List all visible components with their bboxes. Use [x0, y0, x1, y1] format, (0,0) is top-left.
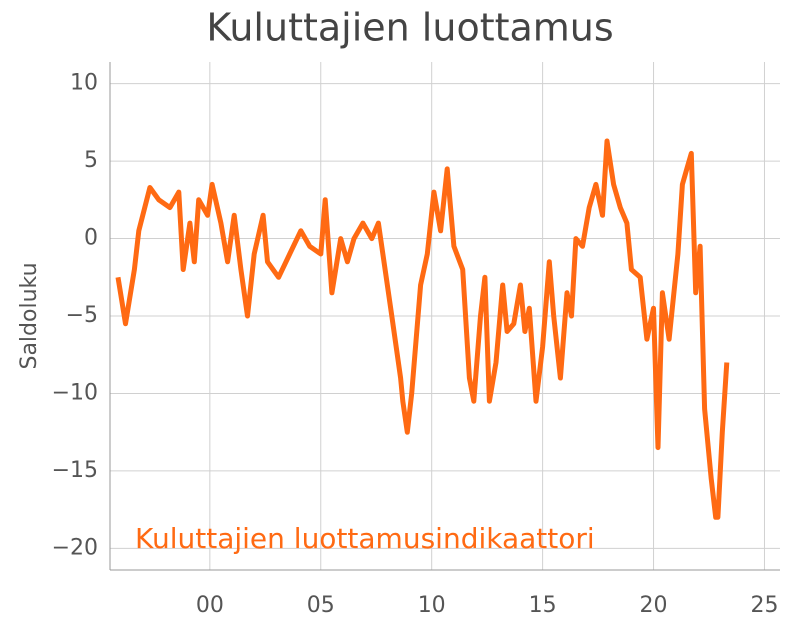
x-tick-label: 10 [418, 593, 446, 618]
y-tick-label: 5 [84, 148, 98, 173]
line-series [115, 138, 730, 520]
y-tick-label: −15 [52, 458, 98, 483]
y-tick-label: −10 [52, 380, 98, 405]
chart-title: Kuluttajien luottamus [206, 6, 613, 50]
x-tick-label: 20 [640, 593, 668, 618]
x-tick-label: 00 [196, 593, 224, 618]
x-tick-label: 25 [750, 593, 778, 618]
y-tick-label: 10 [70, 71, 98, 96]
x-tick-label: 15 [529, 593, 557, 618]
y-tick-label: −20 [52, 535, 98, 560]
x-tick-label: 05 [307, 593, 335, 618]
y-tick-label: 0 [84, 226, 98, 251]
series-label: Kuluttajien luottamusindikaattori [135, 522, 595, 555]
y-tick-label: −5 [66, 303, 98, 328]
y-axis-label: Saldoluku [17, 262, 42, 369]
